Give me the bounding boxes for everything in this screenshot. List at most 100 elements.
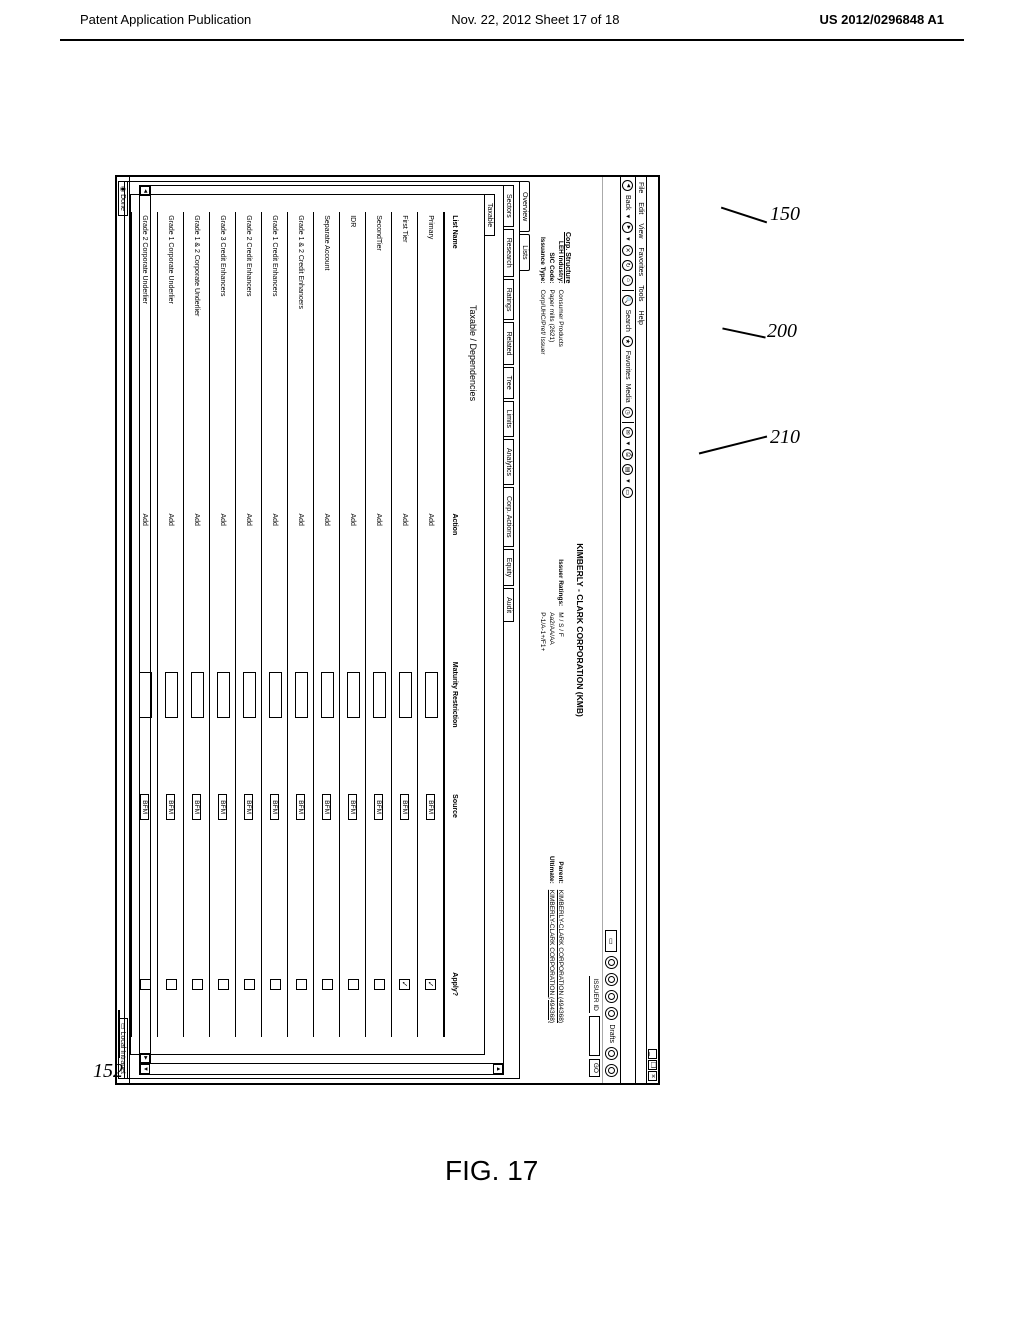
minimize-button[interactable]: _	[648, 1049, 657, 1059]
edit-icon[interactable]: ▤	[623, 464, 634, 475]
back-icon[interactable]: ◄	[623, 180, 634, 191]
corp-structure-link[interactable]: Corp. Structure	[564, 232, 571, 283]
apply-checkbox[interactable]	[166, 979, 177, 990]
cell-listname: Grade 1 & 2 Corporate Underlier	[183, 212, 209, 510]
home-icon[interactable]: ⌂	[623, 275, 634, 286]
source-button[interactable]: BFM	[426, 794, 435, 820]
nav-icon-4[interactable]	[605, 1007, 618, 1020]
stop-icon[interactable]: ✕	[623, 245, 634, 256]
media-label[interactable]: Media	[625, 384, 632, 403]
badge-icon[interactable]: ▭	[606, 930, 618, 952]
cell-source: BFM	[365, 791, 391, 931]
source-button[interactable]: BFM	[348, 794, 357, 820]
scroll-right-icon[interactable]: ►	[140, 1053, 150, 1063]
maturity-input[interactable]	[243, 672, 256, 718]
search-icon[interactable]: 🔍	[623, 295, 634, 306]
scroll-down-icon[interactable]: ▼	[140, 1064, 150, 1074]
pub-number: US 2012/0296848 A1	[819, 12, 944, 27]
source-button[interactable]: BFM	[374, 794, 383, 820]
maturity-input[interactable]	[373, 672, 386, 718]
cell-action: Add	[313, 510, 339, 598]
corp-title: KIMBERLY - CLARK CORPORATION (KMB)	[571, 177, 587, 1083]
table-row: Grade 2 Credit EnhancersAddBFM	[235, 212, 261, 1037]
source-button[interactable]: BFM	[192, 794, 201, 820]
tab-lists[interactable]: Lists	[520, 234, 530, 270]
parent-link[interactable]: KIMBERLY-CLARK CORPORATION (494368)	[555, 890, 564, 1023]
cell-maturity	[235, 598, 261, 791]
subtab-analytics[interactable]: Analytics	[504, 439, 514, 485]
nav-icon-2[interactable]	[605, 973, 618, 986]
scrollbar-horizontal[interactable]: ◄ ►	[140, 186, 151, 1063]
subtab-audit[interactable]: Audit	[504, 588, 514, 622]
nav-icon-5[interactable]	[605, 1047, 618, 1060]
close-button[interactable]: ×	[648, 1071, 657, 1081]
source-button[interactable]: BFM	[244, 794, 253, 820]
source-button[interactable]: BFM	[296, 794, 305, 820]
maximize-button[interactable]: ❐	[648, 1060, 657, 1070]
menu-edit[interactable]: Edit	[638, 202, 645, 214]
mail-icon[interactable]: ✉	[623, 427, 634, 438]
cell-maturity	[209, 598, 235, 791]
table-row: Grade 1 Corporate UnderlierAddBFM	[157, 212, 183, 1037]
subtab-corpactions[interactable]: Corp. Actions	[504, 487, 514, 547]
subtab-limits[interactable]: Limits	[504, 401, 514, 437]
source-button[interactable]: BFM	[270, 794, 279, 820]
maturity-input[interactable]	[269, 672, 282, 718]
menu-file[interactable]: File	[638, 182, 645, 193]
refresh-icon[interactable]: ↻	[623, 260, 634, 271]
apply-checkbox[interactable]	[218, 979, 229, 990]
maturity-input[interactable]	[399, 672, 412, 718]
nav-icon-1[interactable]	[605, 956, 618, 969]
subtab-ratings[interactable]: Ratings	[504, 279, 514, 321]
source-button[interactable]: BFM	[322, 794, 331, 820]
table-row: Separate AccountAddBFM	[313, 212, 339, 1037]
apply-checkbox[interactable]	[270, 979, 281, 990]
menu-favorites[interactable]: Favorites	[638, 247, 645, 276]
source-button[interactable]: BFM	[166, 794, 175, 820]
apply-checkbox[interactable]	[322, 979, 333, 990]
maturity-input[interactable]	[217, 672, 230, 718]
apply-checkbox[interactable]: ✓	[425, 979, 436, 990]
source-button[interactable]: BFM	[400, 794, 409, 820]
apply-checkbox[interactable]	[192, 979, 203, 990]
ultimate-link[interactable]: KIMBERLY-CLARK CORPORATION (494368)	[546, 890, 555, 1023]
apply-checkbox[interactable]	[244, 979, 255, 990]
source-button[interactable]: BFM	[218, 794, 227, 820]
forward-icon[interactable]: ►	[623, 222, 634, 233]
menu-help[interactable]: Help	[638, 311, 645, 325]
menu-view[interactable]: View	[638, 223, 645, 238]
issuer-id-input[interactable]	[589, 1016, 600, 1056]
col-maturity: Maturity Restriction	[444, 598, 462, 791]
favorites-icon[interactable]: ★	[623, 336, 634, 347]
scroll-up-icon[interactable]: ▲	[493, 1064, 503, 1074]
maturity-input[interactable]	[165, 672, 178, 718]
apply-checkbox[interactable]	[374, 979, 385, 990]
subtab-tree[interactable]: Tree	[504, 367, 514, 399]
cell-source: BFM	[209, 791, 235, 931]
inner-tab-taxable[interactable]: Taxable	[485, 194, 495, 236]
print-icon[interactable]: ⎙	[623, 449, 634, 460]
menu-tools[interactable]: Tools	[638, 285, 645, 301]
nav-icon-6[interactable]	[605, 1064, 618, 1077]
subtab-equity[interactable]: Equity	[504, 549, 514, 586]
scrollbar-vertical[interactable]: ▲ ▼	[140, 1063, 503, 1074]
subtab-related[interactable]: Related	[504, 322, 514, 364]
scroll-left-icon[interactable]: ◄	[140, 186, 150, 196]
subtab-research[interactable]: Research	[504, 229, 514, 277]
table-row: PrimaryAddBFM✓	[417, 212, 444, 1037]
maturity-input[interactable]	[295, 672, 308, 718]
issuer-go-button[interactable]: GO	[589, 1059, 600, 1077]
apply-checkbox[interactable]	[348, 979, 359, 990]
tab-overview[interactable]: Overview	[520, 181, 530, 232]
subtab-sectors[interactable]: Sectors	[504, 185, 514, 227]
history-icon[interactable]: ◷	[623, 407, 634, 418]
cell-maturity	[365, 598, 391, 791]
discuss-icon[interactable]: ▭	[623, 487, 634, 498]
maturity-input[interactable]	[191, 672, 204, 718]
nav-icon-3[interactable]	[605, 990, 618, 1003]
maturity-input[interactable]	[347, 672, 360, 718]
apply-checkbox[interactable]	[296, 979, 307, 990]
maturity-input[interactable]	[321, 672, 334, 718]
maturity-input[interactable]	[425, 672, 438, 718]
apply-checkbox[interactable]: ✓	[399, 979, 410, 990]
